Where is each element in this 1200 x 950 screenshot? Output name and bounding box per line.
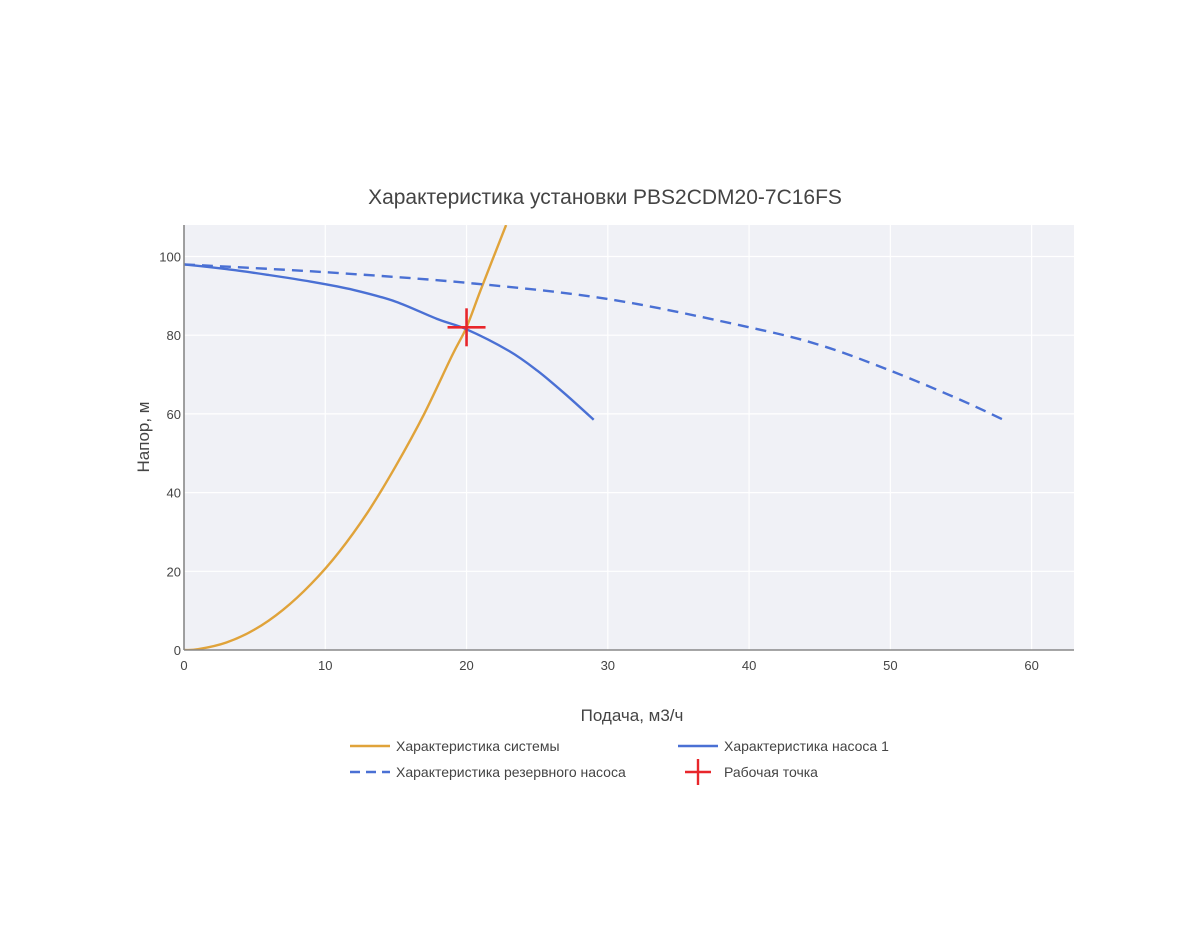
y-tick-label: 0 [174,643,181,658]
x-tick-label: 20 [459,658,473,673]
legend-label: Характеристика насоса 1 [724,738,889,754]
y-tick-label: 80 [167,328,181,343]
legend: Характеристика системы Характеристика нас… [350,738,889,785]
chart-title: Характеристика установки PBS2CDM20-7C16F… [368,186,842,209]
axes [183,225,1074,651]
operating-point-marker [447,308,486,347]
legend-item-2: Характеристика резервного насоса [350,764,626,780]
y-tick-label: 60 [167,407,181,422]
y-tick-label: 100 [159,249,181,264]
legend-item-1: Характеристика насоса 1 [678,738,889,754]
legend-item-0: Характеристика системы [350,738,560,754]
series-line-2 [184,263,1004,421]
x-tick-label: 0 [180,658,187,673]
ticks: 0 10 20 30 40 50 60 0 20 40 60 80 100 [159,249,1039,673]
series-line-1 [184,263,595,421]
legend-label: Рабочая точка [724,764,818,780]
x-axis-title: Подача, м3/ч [581,706,684,725]
x-tick-label: 60 [1024,658,1038,673]
x-tick-label: 40 [742,658,756,673]
legend-item-3: Рабочая точка [685,759,818,785]
y-tick-label: 40 [167,486,181,501]
legend-label: Характеристика системы [396,738,560,754]
x-tick-label: 50 [883,658,897,673]
y-axis-title: Напор, м [134,402,153,473]
legend-label: Характеристика резервного насоса [396,764,626,780]
plot-area [184,225,1074,650]
x-tick-label: 10 [318,658,332,673]
series-layer [184,225,1004,650]
y-tick-label: 20 [167,564,181,579]
grid [184,225,1074,650]
x-tick-label: 30 [601,658,615,673]
